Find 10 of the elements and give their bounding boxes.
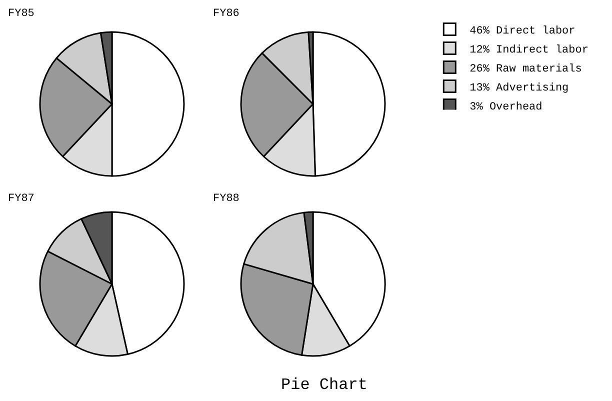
chart-title: FY85 [8,8,34,20]
legend-label: 3% Overhead [470,102,542,114]
chart-title: FY88 [213,192,240,205]
legend-label: 46% Direct labor [470,26,576,38]
text: Pie Chart [281,376,368,394]
chart-title: FY86 [213,8,240,20]
legend-label: 12% Indirect labor [470,44,588,57]
chart-title: FY87 [8,192,34,205]
legend-label: 13% Advertising [470,82,569,95]
legend-label: 26% Raw materials [470,64,582,76]
